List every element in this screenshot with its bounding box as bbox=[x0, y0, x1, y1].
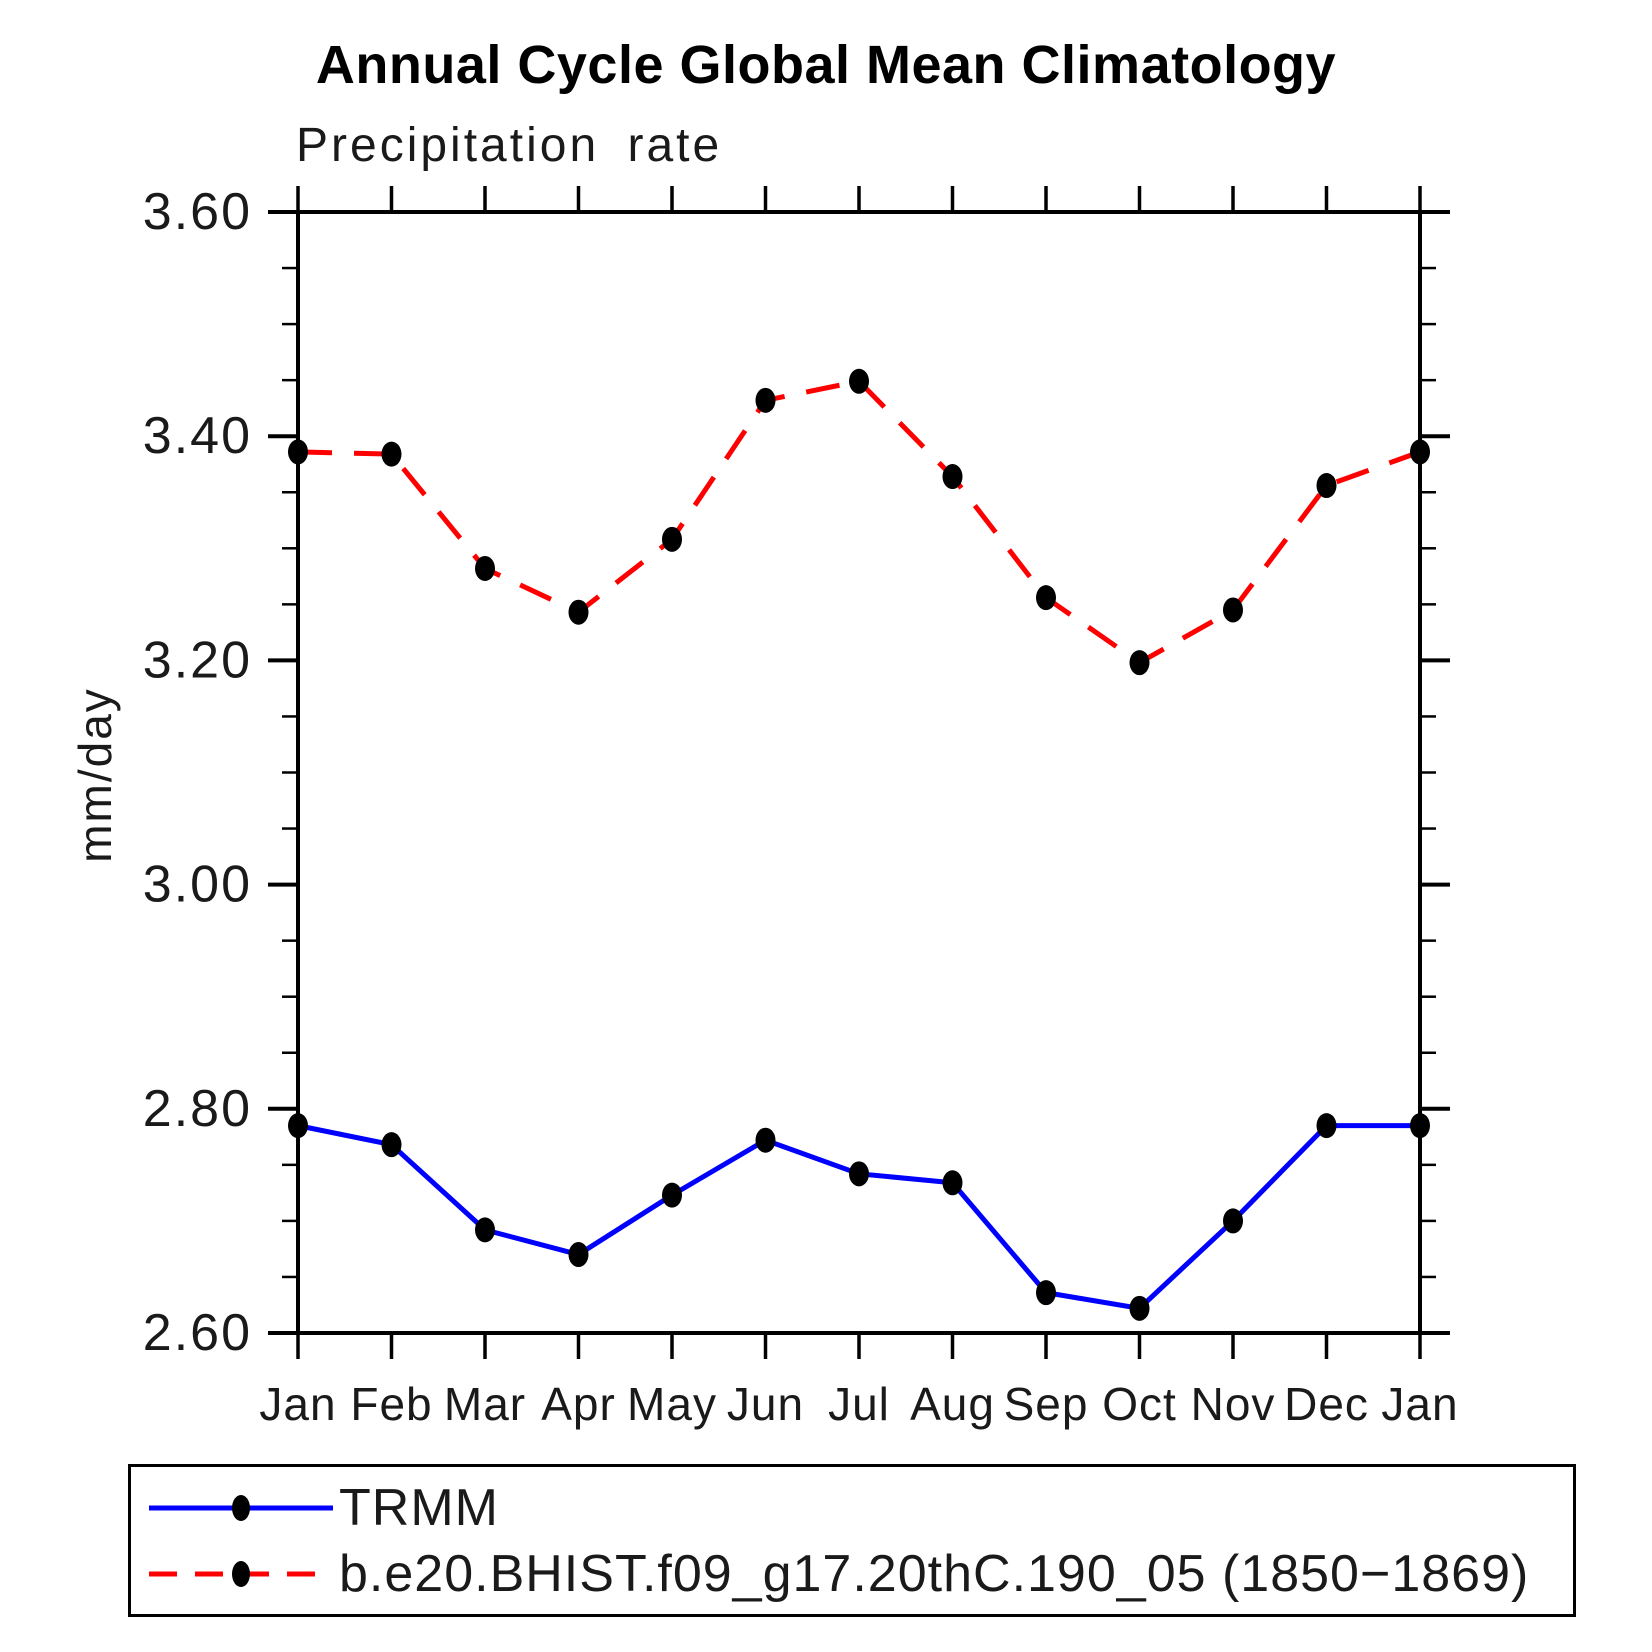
y-axis-ticks bbox=[268, 210, 1450, 1335]
data-point bbox=[568, 599, 589, 625]
data-point bbox=[1223, 1208, 1243, 1234]
x-axis-ticks bbox=[296, 186, 1422, 1359]
chart-title: Annual Cycle Global Mean Climatology bbox=[315, 35, 1337, 95]
data-point bbox=[1410, 1113, 1430, 1139]
data-point bbox=[1410, 439, 1430, 465]
data-point bbox=[568, 1242, 589, 1268]
x-tick-labels: Jan Feb Mar Apr May Jun Jul Aug Sep Oct Nov Dec Jan bbox=[259, 1378, 1458, 1430]
data-point bbox=[1223, 597, 1243, 623]
x-tick-label: Jan bbox=[259, 1378, 336, 1430]
data-point bbox=[475, 1217, 495, 1243]
series-model bbox=[288, 368, 1430, 676]
x-tick-label: Sep bbox=[1004, 1378, 1089, 1430]
data-point bbox=[1316, 1113, 1337, 1139]
y-tick-label: 2.60 bbox=[143, 1304, 252, 1362]
y-tick-label: 3.40 bbox=[143, 407, 252, 465]
data-point bbox=[755, 387, 776, 413]
legend-label-model: b.e20.BHIST.f09_g17.20thC.190_05 (1850−1… bbox=[339, 1544, 1530, 1603]
x-tick-label: Mar bbox=[444, 1378, 526, 1430]
data-point bbox=[942, 1170, 963, 1196]
y-tick-label: 2.80 bbox=[143, 1080, 252, 1138]
series-trmm-line bbox=[297, 1123, 1420, 1312]
chart-subtitle: Precipitation rate bbox=[296, 119, 723, 172]
x-tick-label: Aug bbox=[910, 1378, 995, 1430]
x-tick-label: Nov bbox=[1191, 1378, 1276, 1430]
data-point bbox=[1129, 1295, 1150, 1321]
data-point bbox=[1036, 1280, 1056, 1306]
legend-label-trmm: TRMM bbox=[339, 1478, 499, 1537]
y-tick-label: 3.60 bbox=[143, 183, 252, 241]
y-tick-label: 3.00 bbox=[143, 856, 252, 914]
data-point bbox=[381, 1132, 402, 1158]
x-tick-label: Oct bbox=[1102, 1378, 1177, 1430]
data-point bbox=[755, 1127, 776, 1153]
legend: TRMM b.e20.BHIST.f09_g17.20thC.190_05 (1… bbox=[128, 1464, 1576, 1617]
data-point bbox=[288, 439, 308, 465]
x-tick-label: Feb bbox=[350, 1378, 432, 1430]
data-point bbox=[1036, 585, 1056, 611]
y-tick-labels: 2.60 2.80 3.00 3.20 3.40 3.60 bbox=[143, 183, 252, 1362]
x-tick-label: Jul bbox=[828, 1378, 890, 1430]
legend-item-model: b.e20.BHIST.f09_g17.20thC.190_05 (1850−1… bbox=[145, 1544, 1573, 1603]
x-tick-label: Apr bbox=[541, 1378, 616, 1430]
legend-item-trmm: TRMM bbox=[145, 1478, 1573, 1537]
series-model-line bbox=[297, 378, 1421, 666]
x-tick-label: Jun bbox=[727, 1378, 804, 1430]
data-point bbox=[662, 1182, 682, 1208]
data-point bbox=[1316, 473, 1337, 499]
model-dashed-line-swatch-icon bbox=[149, 1560, 333, 1587]
x-tick-label: May bbox=[627, 1378, 717, 1430]
series-trmm bbox=[288, 1113, 1430, 1321]
data-point bbox=[475, 555, 495, 581]
data-point bbox=[849, 1161, 869, 1187]
trmm-line-swatch-icon bbox=[149, 1494, 333, 1521]
data-point bbox=[288, 1113, 308, 1139]
data-point bbox=[1129, 650, 1150, 676]
data-point bbox=[849, 368, 869, 394]
data-point bbox=[381, 441, 402, 467]
x-tick-label: Dec bbox=[1284, 1378, 1369, 1430]
x-tick-label: Jan bbox=[1381, 1378, 1458, 1430]
y-tick-label: 3.20 bbox=[143, 631, 252, 689]
data-point bbox=[662, 526, 682, 552]
data-point bbox=[942, 464, 963, 490]
